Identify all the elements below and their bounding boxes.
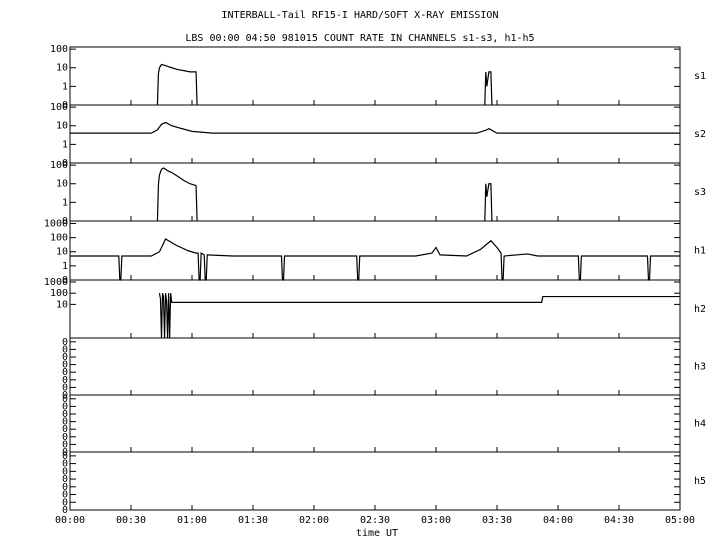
y-tick-label: 0: [62, 409, 68, 420]
y-tick-label: 0: [62, 275, 68, 286]
y-tick-label: 100: [50, 102, 68, 113]
y-tick-label: 0: [62, 424, 68, 435]
panel-label: h1: [694, 246, 706, 257]
y-tick-label: 0: [62, 344, 68, 355]
x-tick-label: 00:30: [116, 515, 146, 526]
data-line: [158, 293, 680, 339]
x-tick-label: 04:00: [543, 515, 573, 526]
y-tick-label: 0: [62, 375, 68, 386]
data-line: [156, 63, 493, 106]
x-tick-label: 02:00: [299, 515, 329, 526]
panel-label: h4: [694, 419, 706, 430]
y-tick-label: 0: [62, 390, 68, 401]
x-tick-label: 04:30: [604, 515, 634, 526]
data-line: [70, 121, 680, 134]
panel-label: s1: [694, 71, 706, 82]
y-tick-label: 0: [62, 505, 68, 516]
y-tick-label: 0: [62, 497, 68, 508]
y-tick-label: 0: [62, 432, 68, 443]
x-axis-label: time UT: [356, 528, 398, 539]
y-tick-label: 0: [62, 158, 68, 169]
x-tick-label: 02:30: [360, 515, 390, 526]
y-tick-label: 0: [62, 447, 68, 458]
y-tick-label: 100: [50, 44, 68, 55]
y-tick-label: 10: [56, 121, 68, 132]
panel-label: h3: [694, 362, 706, 373]
y-tick-label: 0: [62, 474, 68, 485]
y-tick-label: 0: [62, 352, 68, 363]
y-tick-label: 10: [56, 299, 68, 310]
y-tick-label: 0: [62, 401, 68, 412]
y-tick-label: 0: [62, 100, 68, 111]
panel-label: h2: [694, 304, 706, 315]
y-tick-label: 0: [62, 459, 68, 470]
y-tick-label: 0: [62, 451, 68, 462]
chart-subtitle: LBS 00:00 04:50 981015 COUNT RATE IN CHA…: [185, 33, 534, 44]
panel-label: s3: [694, 187, 706, 198]
y-tick-label: 0: [62, 382, 68, 393]
y-tick-label: 0: [62, 337, 68, 348]
data-line: [70, 238, 680, 281]
y-tick-label: 0: [62, 367, 68, 378]
x-tick-label: 01:30: [238, 515, 268, 526]
y-tick-label: 100: [50, 233, 68, 244]
y-tick-label: 1000: [44, 218, 68, 229]
x-tick-label: 03:00: [421, 515, 451, 526]
y-tick-label: 10: [56, 63, 68, 74]
panel-label: s2: [694, 129, 706, 140]
x-tick-label: 03:30: [482, 515, 512, 526]
y-tick-label: 0: [62, 394, 68, 405]
chart-title: INTERBALL-Tail RF15-I HARD/SOFT X-RAY EM…: [222, 10, 499, 21]
y-tick-label: 0: [62, 482, 68, 493]
y-tick-label: 10: [56, 179, 68, 190]
x-tick-label: 01:00: [177, 515, 207, 526]
panel-label: h5: [694, 476, 706, 487]
x-tick-label: 05:00: [665, 515, 695, 526]
y-tick-label: 0: [62, 216, 68, 227]
x-tick-label: 00:00: [55, 515, 85, 526]
y-tick-label: 10: [56, 247, 68, 258]
y-tick-label: 0: [62, 466, 68, 477]
y-tick-label: 100: [50, 160, 68, 171]
y-tick-label: 1: [62, 197, 68, 208]
y-tick-label: 1: [62, 81, 68, 92]
y-tick-label: 1: [62, 261, 68, 272]
y-tick-label: 0: [62, 417, 68, 428]
y-tick-label: 100: [50, 288, 68, 299]
y-tick-label: 0: [62, 439, 68, 450]
y-tick-label: 0: [62, 360, 68, 371]
data-line: [156, 167, 493, 222]
y-tick-label: 0: [62, 490, 68, 501]
y-tick-label: 1: [62, 139, 68, 150]
y-tick-label: 1000: [44, 277, 68, 288]
